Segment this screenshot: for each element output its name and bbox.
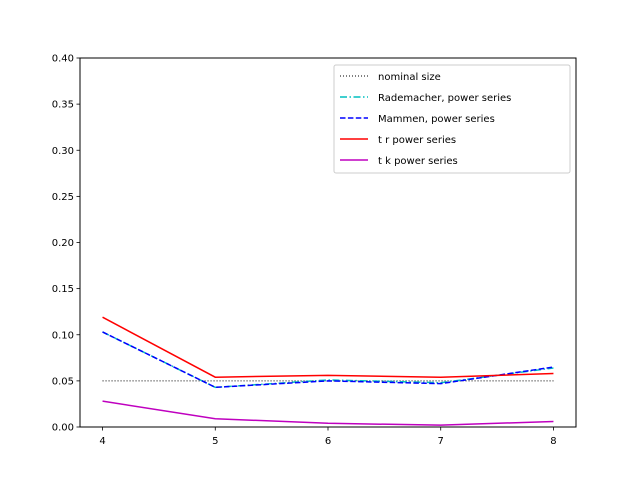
y-tick-label: 0.10 bbox=[52, 330, 74, 341]
series-line-5 bbox=[102, 400, 554, 426]
x-tick-label: 7 bbox=[438, 436, 444, 447]
x-axis: 4 5 6 7 8 bbox=[99, 427, 557, 447]
legend-label-5: t k power series bbox=[378, 156, 458, 167]
legend-box bbox=[333, 64, 571, 174]
y-tick-label: 0.00 bbox=[52, 423, 74, 434]
y-tick-label: 0.25 bbox=[52, 192, 74, 203]
y-axis: 0.00 0.05 0.10 0.15 0.20 0.25 0.30 0.35 0.40 bbox=[52, 54, 80, 434]
x-tick-label: 6 bbox=[325, 436, 331, 447]
y-tick-label: 0.35 bbox=[52, 100, 74, 111]
x-tick-label: 8 bbox=[550, 436, 556, 447]
legend-label-3: Mammen, power series bbox=[378, 114, 495, 125]
y-tick-label: 0.05 bbox=[52, 376, 74, 387]
series-line-2 bbox=[102, 331, 554, 389]
legend: nominal size Rademacher, power series Mamm… bbox=[333, 64, 571, 174]
series-line-3 bbox=[102, 331, 554, 389]
legend-label-2: Rademacher, power series bbox=[378, 93, 511, 104]
y-tick-label: 0.20 bbox=[52, 238, 74, 249]
y-tick-label: 0.40 bbox=[52, 54, 74, 65]
x-tick-label: 4 bbox=[99, 436, 105, 447]
legend-label-4: t r power series bbox=[378, 135, 456, 146]
legend-label-1: nominal size bbox=[378, 72, 441, 83]
x-tick-label: 5 bbox=[212, 436, 218, 447]
series-lines bbox=[102, 316, 554, 426]
series-line-4 bbox=[102, 316, 554, 378]
y-tick-label: 0.30 bbox=[52, 146, 74, 157]
y-tick-label: 0.15 bbox=[52, 284, 74, 295]
